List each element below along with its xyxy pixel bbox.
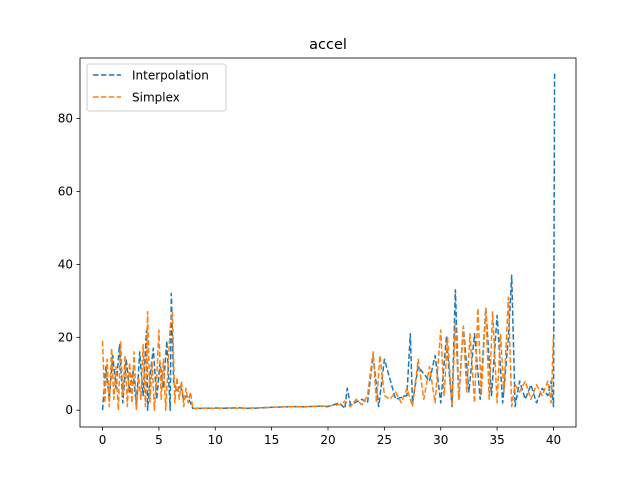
x-tick-label: 40 [546,433,561,447]
x-tick-label: 35 [489,433,504,447]
series-group [101,71,556,411]
x-tick-label: 10 [208,433,223,447]
x-tick-label: 20 [320,433,335,447]
y-tick-label: 0 [65,403,73,417]
series-line-interpolation [101,71,556,411]
legend-label-simplex: Simplex [132,91,180,105]
legend: Interpolation Simplex [86,63,227,112]
y-tick-label: 40 [58,257,73,271]
x-tick-label: 25 [377,433,392,447]
y-tick-label: 60 [58,184,73,198]
x-tick-label: 0 [99,433,107,447]
x-tick-label: 30 [433,433,448,447]
series-line-simplex [101,296,555,411]
legend-box [86,63,227,112]
y-tick-label: 20 [58,330,73,344]
chart-title: accel [309,37,347,53]
x-tick-label: 5 [155,433,163,447]
y-tick-label: 80 [58,112,73,126]
x-tick-label: 15 [264,433,279,447]
legend-label-interpolation: Interpolation [132,69,209,83]
plot-area: 0 5 10 15 20 25 30 35 40 0 20 40 60 80 [58,57,577,447]
